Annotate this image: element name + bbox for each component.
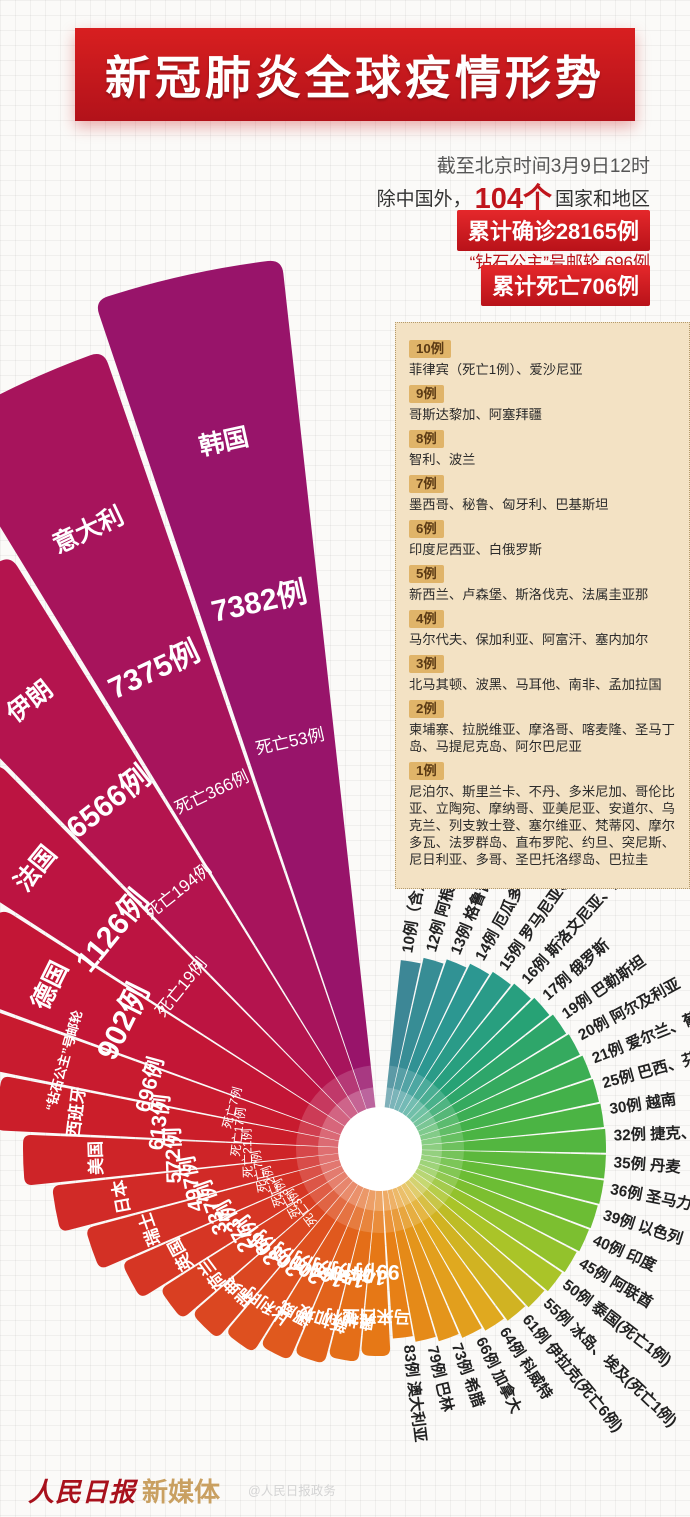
svg-text:35例 丹麦: 35例 丹麦 (613, 1153, 682, 1176)
svg-text:99例: 99例 (355, 1259, 400, 1284)
svg-text:32例 捷克、黎巴嫩: 32例 捷克、黎巴嫩 (613, 1122, 690, 1145)
svg-text:83例 澳大利亚: 83例 澳大利亚 (400, 1344, 430, 1443)
svg-text:马来西亚: 马来西亚 (342, 1306, 410, 1327)
svg-text:30例 越南: 30例 越南 (608, 1090, 677, 1118)
svg-text:美国: 美国 (85, 1141, 106, 1176)
